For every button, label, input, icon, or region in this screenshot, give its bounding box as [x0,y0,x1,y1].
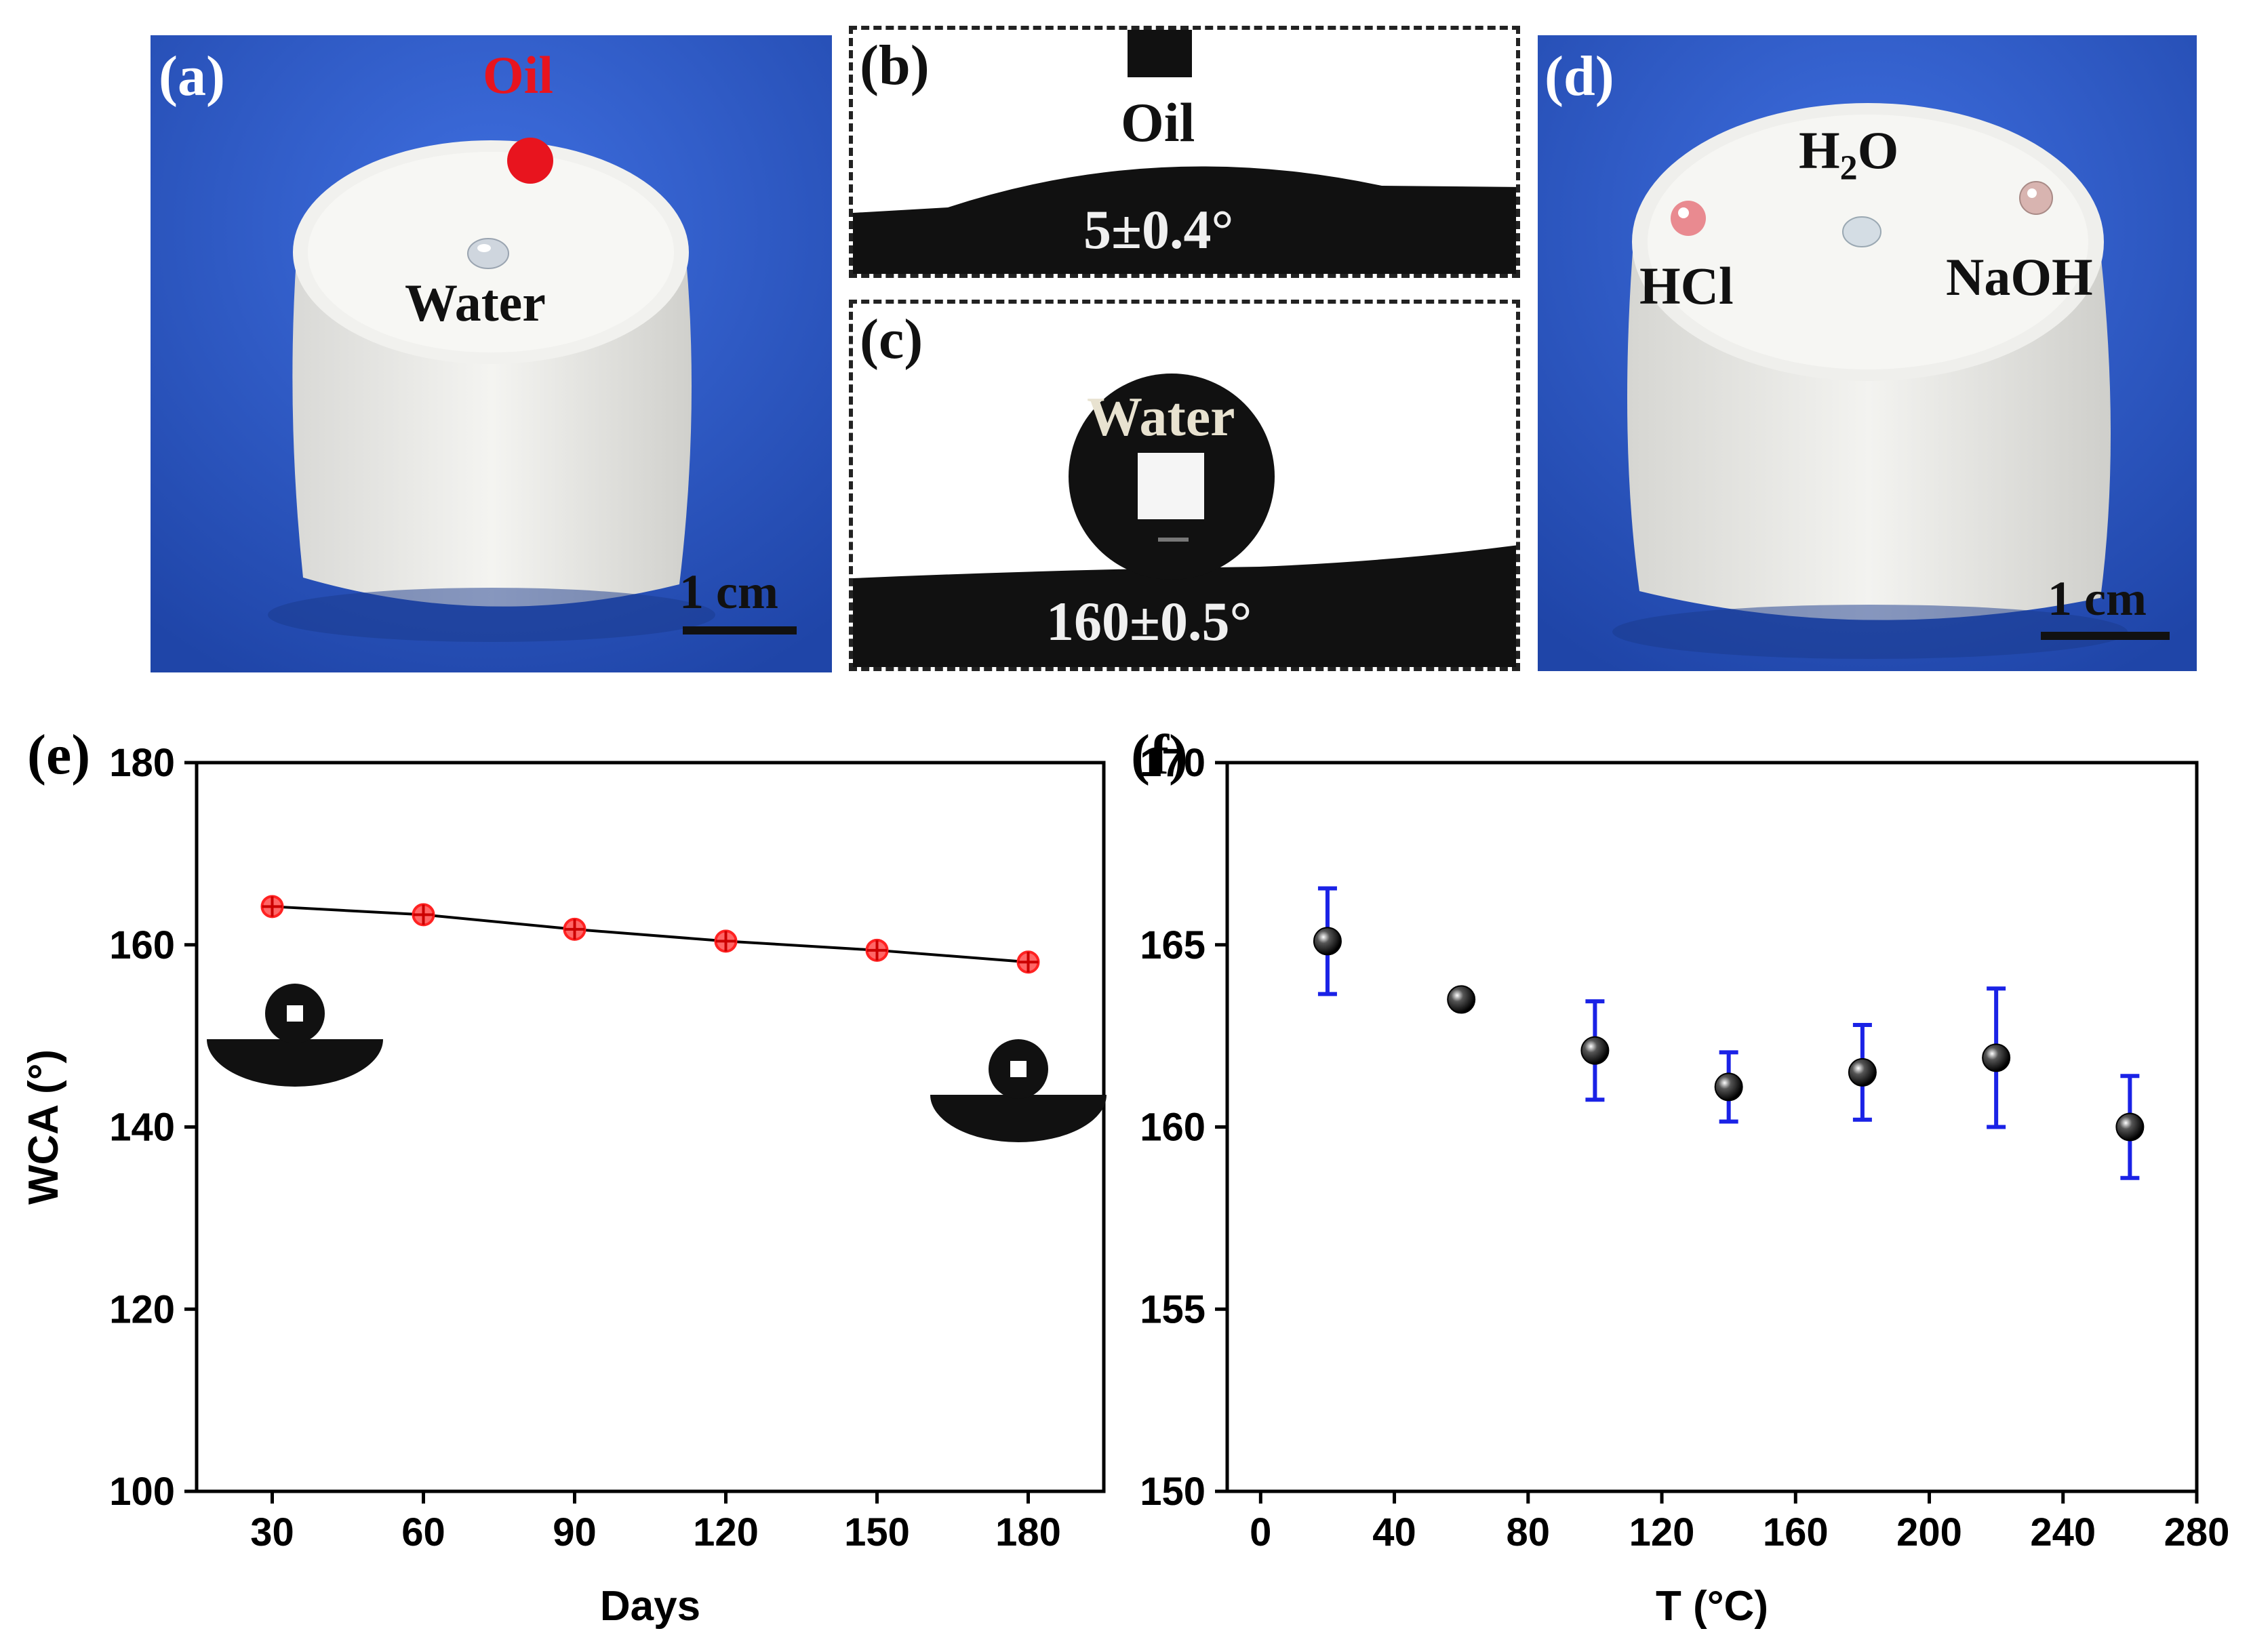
x-tick-label: 160 [1763,1510,1829,1554]
data-marker [2115,1112,2145,1142]
data-marker [1714,1072,1743,1102]
panel-d-photo: (d) H2O HCl NaOH 1 cm [1538,35,2197,671]
x-tick-label: 280 [2164,1510,2230,1554]
water-liquid-label: Water [1087,386,1235,447]
water-droplet-illustration [853,374,1516,667]
oil-liquid-label: Oil [1121,92,1195,153]
naoh-droplet [2019,181,2053,215]
plot-frame [1225,761,2199,1493]
data-point [260,895,284,919]
chart-f-wca-vs-temperature: 0 40 80 120 160 200 240 280 150 155 160 165 170 T (°C… [1140,741,2230,1630]
y-tick-label: 140 [109,1106,175,1150]
x-axis-label: T (°C) [1656,1583,1768,1630]
y-axis-label: WCA (°) [20,1049,67,1205]
oil-droplet [507,138,553,184]
panel-label-f: (f) [1131,723,1188,786]
data-point [1580,999,1610,1102]
data-point [714,929,738,953]
x-tick-label: 180 [995,1510,1061,1554]
data-point [1447,985,1476,1014]
data-marker [1580,1036,1610,1065]
x-tick-label: 240 [2030,1510,2096,1554]
panel-label-e: (e) [27,723,91,786]
data-point [412,903,435,927]
inset-day180-droplet-icon [930,1039,1107,1142]
y-tick-label: 165 [1140,923,1206,967]
x-tick-label: 120 [1629,1510,1695,1554]
water-contact-angle: 160±0.5° [1046,590,1252,652]
x-tick-label: 30 [250,1510,294,1554]
y-tick-label: 100 [109,1470,175,1514]
data-point [1848,1023,1877,1122]
inset-highlight [1010,1061,1027,1077]
panel-label-c: (c) [860,308,923,371]
x-tick-label: 120 [693,1510,759,1554]
panel-c-contact-angle: (c) Water 160±0.5° [849,300,1520,671]
oil-label: Oil [483,45,554,104]
panel-label-a: (a) [159,45,225,108]
x-tick-label: 200 [1896,1510,1962,1554]
h2o-label: H2O [1799,121,1899,188]
x-axis-label: Days [600,1583,700,1630]
y-tick-label: 120 [109,1287,175,1331]
panel-label-b: (b) [860,34,930,97]
scale-label-a: 1 cm [679,565,778,619]
naoh-label: NaOH [1946,247,2093,306]
water-label: Water [405,273,546,332]
data-marker [1982,1043,2011,1072]
data-point [865,938,889,962]
panel-label-d: (d) [1545,45,1614,108]
inset-highlight [287,1005,303,1022]
oil-contact-angle: 5±0.4° [1083,199,1234,260]
scale-label-d: 1 cm [2048,571,2147,626]
y-tick-label: 155 [1140,1287,1206,1331]
x-tick-label: 80 [1507,1510,1551,1554]
h2o-droplet [1842,216,1881,247]
y-tick-label: 180 [109,741,175,785]
sponge-illustration-d [1538,35,2197,671]
data-point [563,917,586,941]
inset-substrate [207,1039,383,1087]
y-tick-label: 150 [1140,1470,1206,1514]
x-tick-label: 40 [1372,1510,1416,1554]
hcl-label: HCl [1639,256,1734,315]
y-tick-label: 160 [109,923,175,967]
data-point [2115,1074,2145,1180]
inset-day30-droplet-icon [207,984,383,1087]
data-point [1313,886,1342,996]
data-point [1016,950,1040,974]
y-tick-label: 160 [1140,1106,1206,1150]
oil-spread-illustration [853,30,1516,274]
x-tick-label: 150 [844,1510,910,1554]
data-point [1982,986,2011,1129]
hcl-droplet [1671,201,1706,236]
x-tick-label: 0 [1250,1510,1271,1554]
y-tick-label: 170 [1140,741,1206,785]
panel-a-photo: (a) Oil Water 1 cm [151,35,832,672]
scale-bar-d [2041,632,2170,640]
sponge-illustration-a [151,35,832,672]
series-line [272,905,1029,964]
data-marker [1313,927,1342,956]
water-droplet [467,238,509,269]
data-marker [1848,1057,1877,1087]
data-point [1714,1050,1743,1124]
panel-b-contact-angle: (b) Oil 5±0.4° [849,26,1520,278]
inset-substrate [930,1095,1107,1142]
scale-bar-a [683,626,797,634]
chart-e-wca-vs-days: 30 60 90 120 150 180 100 120 140 160 180 Days WCA (°… [20,741,1107,1630]
x-tick-label: 90 [553,1510,597,1554]
x-tick-label: 60 [401,1510,445,1554]
data-marker [1447,985,1476,1014]
